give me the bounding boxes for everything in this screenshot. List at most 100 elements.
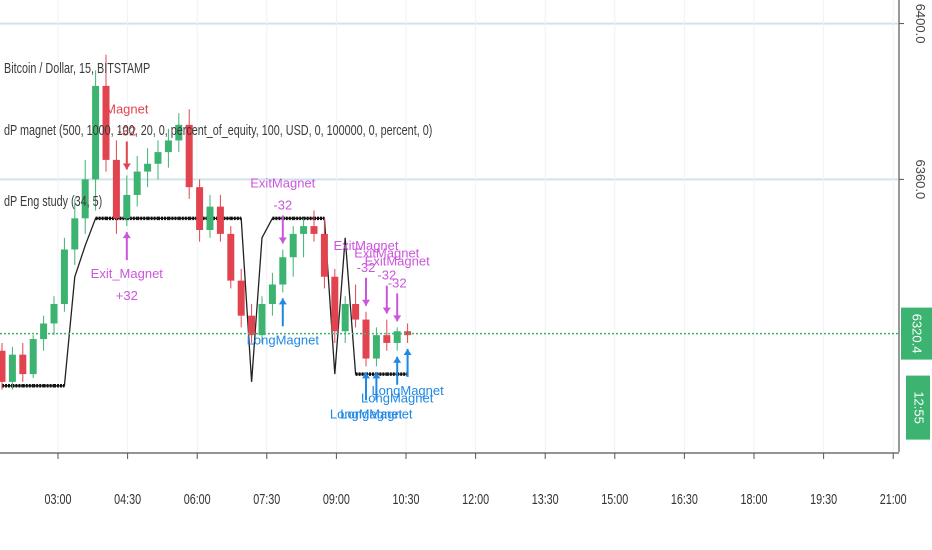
candle-body bbox=[383, 335, 391, 343]
candle bbox=[258, 296, 266, 343]
time-tick-label: 13:30 bbox=[532, 490, 559, 507]
price-axis-bg bbox=[898, 0, 932, 550]
candle-body bbox=[248, 315, 256, 336]
candle-body bbox=[50, 304, 58, 324]
signal-label: Exit_Magnet bbox=[91, 266, 164, 281]
candle-body bbox=[8, 354, 16, 382]
candle-body bbox=[112, 159, 120, 219]
candle-body bbox=[164, 140, 172, 153]
candle bbox=[362, 311, 370, 367]
candle-body bbox=[71, 218, 79, 250]
signal-marker: LongMagnet bbox=[361, 356, 434, 406]
signal-marker: Exit_Magnet +32 bbox=[91, 232, 164, 303]
candle-body bbox=[133, 171, 141, 195]
signal-label: LongMagnet bbox=[371, 383, 444, 398]
signal-label: LongMagnet bbox=[361, 391, 434, 406]
candle-body bbox=[123, 194, 131, 219]
signal-marker: LongMagnet bbox=[371, 348, 444, 398]
candle bbox=[154, 140, 162, 180]
candle-body bbox=[29, 339, 37, 375]
candle bbox=[0, 342, 6, 390]
signal-arrow-head bbox=[403, 348, 412, 355]
signal-label: LongMagnet bbox=[340, 406, 413, 421]
candle bbox=[341, 296, 349, 343]
candle-body bbox=[81, 179, 89, 219]
signal-label: -32 bbox=[273, 197, 292, 212]
signal-label: ExitMagnet bbox=[333, 238, 398, 253]
signal-arrow-head bbox=[122, 232, 131, 239]
signals: Magnet-32Exit_Magnet+32ExitMagnet-32Long… bbox=[91, 101, 444, 421]
signal-marker: ExitMagnet -32 bbox=[250, 175, 316, 244]
candle-body bbox=[60, 249, 68, 304]
price-tick-label: 6400.0 bbox=[913, 4, 928, 44]
price-tick-label: 6360.0 bbox=[913, 159, 928, 199]
candle bbox=[331, 268, 339, 343]
time-tick-label: 06:00 bbox=[184, 490, 211, 507]
candle-body bbox=[40, 323, 48, 340]
candle bbox=[8, 346, 16, 390]
signal-arrow-head bbox=[372, 372, 381, 379]
signal-label: -32 bbox=[377, 268, 396, 283]
candle bbox=[216, 194, 224, 242]
candle-body bbox=[19, 354, 27, 375]
signal-arrow-head bbox=[393, 356, 402, 363]
candle bbox=[393, 327, 401, 351]
candle bbox=[144, 148, 152, 188]
candle bbox=[320, 218, 328, 289]
signal-arrow-head bbox=[362, 372, 370, 379]
signal-label: +32 bbox=[116, 288, 138, 303]
signal-marker: LongMagnet bbox=[340, 372, 413, 421]
signal-arrow-head bbox=[278, 237, 287, 244]
candle bbox=[81, 159, 89, 234]
candle bbox=[352, 284, 360, 328]
countdown-label: 12:55 bbox=[912, 391, 927, 424]
signal-marker: ExitMagnet -32 bbox=[333, 238, 399, 306]
candle bbox=[40, 315, 48, 351]
candle bbox=[19, 342, 27, 382]
candle bbox=[196, 179, 204, 242]
signal-label: ExitMagnet bbox=[354, 246, 419, 261]
candle bbox=[164, 128, 172, 168]
candle bbox=[300, 218, 308, 258]
candle-body bbox=[185, 124, 193, 188]
candle bbox=[29, 335, 37, 378]
signal-label: -32 bbox=[357, 260, 376, 275]
countdown-tag bbox=[906, 375, 930, 440]
time-tick-label: 21:00 bbox=[880, 490, 907, 507]
candle bbox=[112, 140, 120, 234]
candle bbox=[227, 226, 235, 289]
candle bbox=[60, 237, 68, 312]
candle-body bbox=[372, 335, 380, 359]
eng-study-path bbox=[2, 217, 408, 387]
candle-body bbox=[279, 257, 287, 285]
signal-marker: ExitMagnet-32 bbox=[354, 246, 420, 314]
signal-marker: LongMagnet bbox=[247, 298, 319, 347]
time-tick-label: 03:00 bbox=[45, 490, 72, 507]
time-tick-label: 18:00 bbox=[741, 490, 768, 507]
time-tick-label: 12:00 bbox=[462, 490, 489, 507]
signal-arrow-head bbox=[278, 298, 287, 305]
candle-body bbox=[352, 304, 360, 320]
candle bbox=[268, 272, 276, 316]
candle-body bbox=[102, 85, 110, 160]
signal-marker: ExitMagnet-32 bbox=[365, 253, 430, 322]
time-tick-label: 15:00 bbox=[601, 490, 628, 507]
signal-label: -32 bbox=[388, 275, 407, 290]
time-tick-label: 19:30 bbox=[810, 490, 837, 507]
signal-label: ExitMagnet bbox=[250, 175, 315, 190]
legend-magnet-study: dP magnet (500, 1000, 100, 20, 0, percen… bbox=[4, 122, 433, 139]
signal-label: Magnet bbox=[105, 101, 149, 116]
signal-arrow-head bbox=[382, 307, 391, 314]
last-price-tag bbox=[901, 307, 932, 360]
candle bbox=[185, 109, 193, 199]
candle bbox=[279, 249, 287, 293]
signal-arrow-head bbox=[393, 315, 402, 322]
signal-arrow-head bbox=[362, 299, 370, 306]
candle-body bbox=[196, 187, 204, 230]
candle bbox=[71, 198, 79, 266]
time-tick-label: 09:00 bbox=[323, 490, 350, 507]
candle-body bbox=[404, 331, 412, 336]
candle-body bbox=[216, 206, 224, 234]
candle bbox=[206, 194, 214, 238]
